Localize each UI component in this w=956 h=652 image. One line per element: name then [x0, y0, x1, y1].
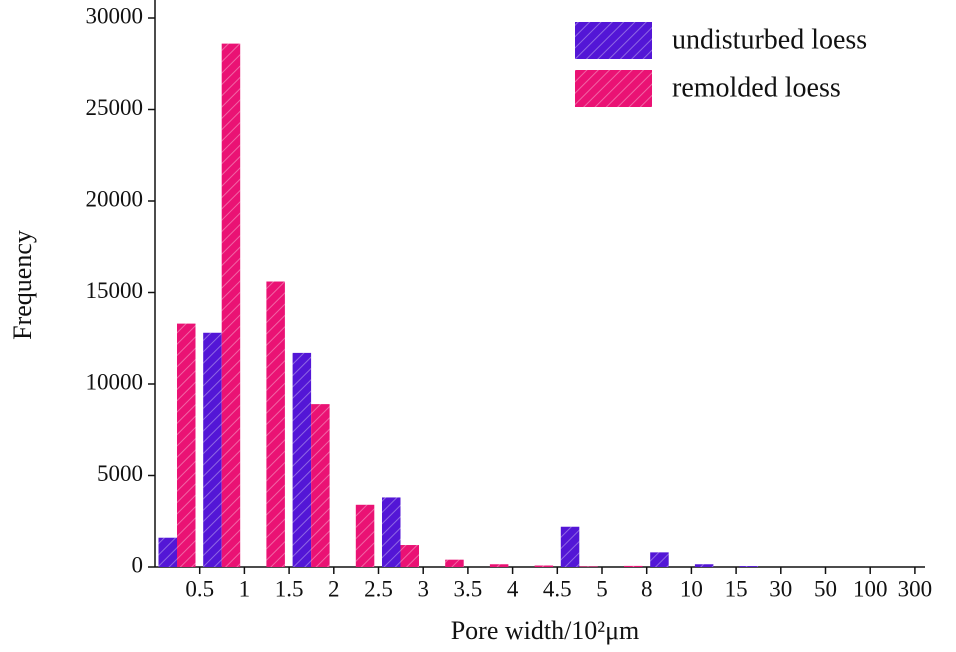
bar	[694, 564, 714, 567]
y-tick-label: 0	[132, 552, 144, 577]
x-tick-label: 10	[680, 576, 703, 601]
x-tick-label: 2.5	[364, 576, 393, 601]
y-tick-label: 10000	[86, 369, 144, 394]
legend-swatch-hatch	[575, 22, 652, 59]
x-tick-label: 2	[328, 576, 340, 601]
y-tick-label: 25000	[86, 95, 144, 120]
y-tick-label: 20000	[86, 186, 144, 211]
bar	[203, 332, 222, 567]
bar	[158, 537, 177, 567]
x-tick-label: 1.5	[275, 576, 304, 601]
x-tick-label: 15	[725, 576, 748, 601]
legend-swatch-hatch	[575, 70, 652, 107]
legend-label: remolded loess	[672, 72, 841, 103]
bar	[292, 352, 312, 567]
y-tick-label: 5000	[97, 461, 143, 486]
bar	[355, 504, 375, 567]
bar	[445, 559, 464, 567]
y-tick-label: 30000	[86, 3, 144, 28]
x-tick-label: 4.5	[543, 576, 572, 601]
legend-label: undisturbed loess	[672, 24, 867, 55]
bar	[579, 566, 598, 567]
bar	[221, 43, 241, 568]
bar	[624, 565, 643, 567]
x-tick-label: 100	[853, 576, 888, 601]
x-axis-title: Pore width/10²μm	[451, 616, 640, 645]
bar	[534, 565, 554, 567]
bar	[560, 526, 580, 567]
y-axis-title: Frequency	[8, 230, 37, 340]
x-tick-label: 50	[814, 576, 837, 601]
bar	[177, 323, 196, 567]
bar	[489, 564, 509, 567]
x-tick-label: 300	[898, 576, 933, 601]
y-tick-label: 15000	[86, 278, 144, 303]
x-tick-label: 4	[507, 576, 519, 601]
x-tick-label: 0.5	[185, 576, 214, 601]
bar	[311, 404, 330, 567]
x-tick-label: 1	[239, 576, 251, 601]
x-tick-label: 8	[641, 576, 653, 601]
x-tick-label: 5	[596, 576, 608, 601]
bar	[266, 281, 285, 567]
x-tick-label: 30	[769, 576, 792, 601]
bar	[739, 566, 759, 567]
bar	[382, 497, 401, 567]
bar	[650, 552, 669, 567]
bar	[400, 545, 419, 567]
x-tick-label: 3.5	[454, 576, 483, 601]
x-tick-label: 3	[417, 576, 429, 601]
